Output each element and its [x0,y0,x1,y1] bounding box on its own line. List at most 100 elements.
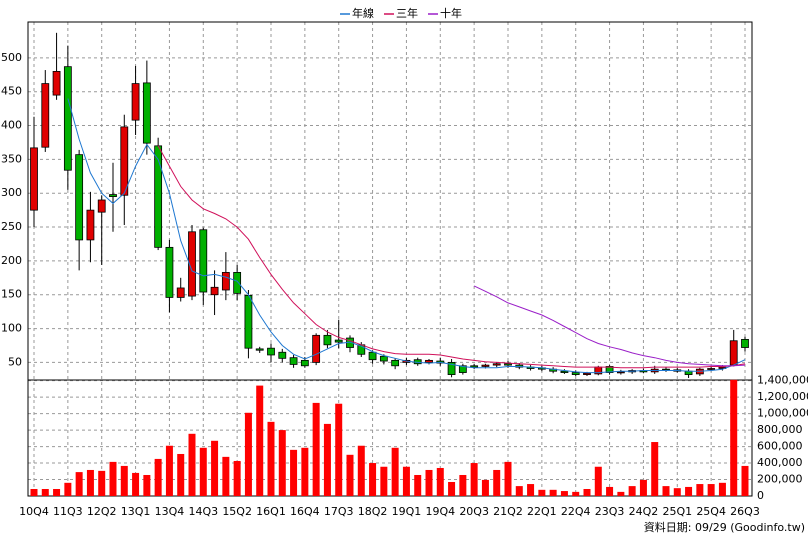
volume-bar [448,481,456,496]
candle-body [267,347,275,356]
candle-body [86,209,95,241]
candle-body [289,357,298,365]
volume-bar [211,440,219,496]
candle-body [492,363,501,366]
volume-bar [549,489,557,496]
volume-bar [369,463,377,496]
y-tick-label: 350 [1,152,22,165]
x-tick-label: 24Q2 [629,505,659,518]
volume-bar [504,461,512,496]
candle-body [729,340,738,366]
volume-bar [357,445,365,496]
x-tick-label: 18Q2 [358,505,388,518]
volume-bar [662,486,670,496]
x-tick-label: 16Q4 [290,505,320,518]
y2-tick-label: 1,400,000 [757,374,808,387]
y2-tick-label: 800,000 [757,423,803,436]
y-tick-label: 250 [1,220,22,233]
volume-bar [628,486,636,496]
y-tick-label: 450 [1,85,22,98]
candle-body [142,82,151,144]
volume-bar [391,447,399,496]
y-tick-label: 200 [1,254,22,267]
volume-bar [109,461,117,496]
volume-bar [527,484,535,496]
volume-bar [617,491,625,496]
candle-body [447,362,456,375]
candle-body [458,365,467,373]
x-tick-label: 10Q4 [19,505,49,518]
volume-bar [560,491,568,496]
x-tick-label: 11Q3 [53,505,83,518]
volume-bar [583,488,591,496]
candle-body [109,194,117,198]
candle-body [379,355,388,362]
volume-bar [639,479,647,496]
x-tick-label: 23Q3 [595,505,625,518]
candle-body [571,372,580,375]
candle-body [481,364,490,367]
y-tick-label: 150 [1,288,22,301]
volume-bar [696,484,704,496]
volume-bar [707,484,715,496]
candle-body [684,370,693,375]
candle-body [300,359,309,367]
candle-body [312,334,321,363]
candle-body [425,359,433,363]
volume-bar [470,463,478,496]
volume-bar [30,488,38,496]
volume-bar [459,474,467,496]
candle-body [605,366,614,373]
volume-bar [685,486,693,496]
volume-bar [493,469,501,496]
volume-bar [86,469,94,496]
legend-label: 十年 [440,6,462,20]
candle-body [233,271,242,294]
candle-body [165,246,174,298]
candle-body [30,147,38,211]
volume-bar [53,488,61,496]
candle-body [188,231,196,297]
y2-tick-label: 0 [757,489,764,502]
volume-bar [515,486,523,496]
y2-tick-label: 1,000,000 [757,407,808,420]
candle-body [255,348,264,351]
volume-bar [741,465,749,496]
candle-body [583,372,591,375]
volume-bar [244,412,252,496]
volume-bar [312,402,320,496]
candle-body [97,199,106,213]
y2-tick-label: 400,000 [757,456,803,469]
candle-body [741,338,749,348]
volume-bar [278,430,286,496]
volume-bar [730,379,738,496]
volume-bar [425,469,433,496]
candle-body [41,83,50,148]
candle-body [278,351,287,359]
candle-body [131,83,140,121]
y2-tick-label: 1,200,000 [757,390,808,403]
volume-bar [143,474,151,496]
volume-bar [256,385,264,496]
candle-body [504,363,512,366]
volume-bar [165,445,173,496]
volume-bar [267,421,275,496]
volume-bar [290,449,298,496]
candle-body [560,370,569,373]
candle-body [221,271,230,291]
volume-bar [120,465,128,496]
x-tick-label: 14Q3 [188,505,218,518]
candle-body [323,334,332,346]
volume-bar [414,474,422,496]
x-tick-label: 25Q4 [696,505,726,518]
volume-bar [346,454,354,496]
candle-body [63,66,72,171]
volume-bar [673,488,681,496]
x-tick-label: 22Q1 [527,505,557,518]
x-tick-label: 19Q1 [392,505,422,518]
x-tick-label: 15Q2 [222,505,252,518]
x-tick-label: 25Q1 [662,505,692,518]
ma-line [67,98,746,374]
volume-bar [301,447,309,496]
